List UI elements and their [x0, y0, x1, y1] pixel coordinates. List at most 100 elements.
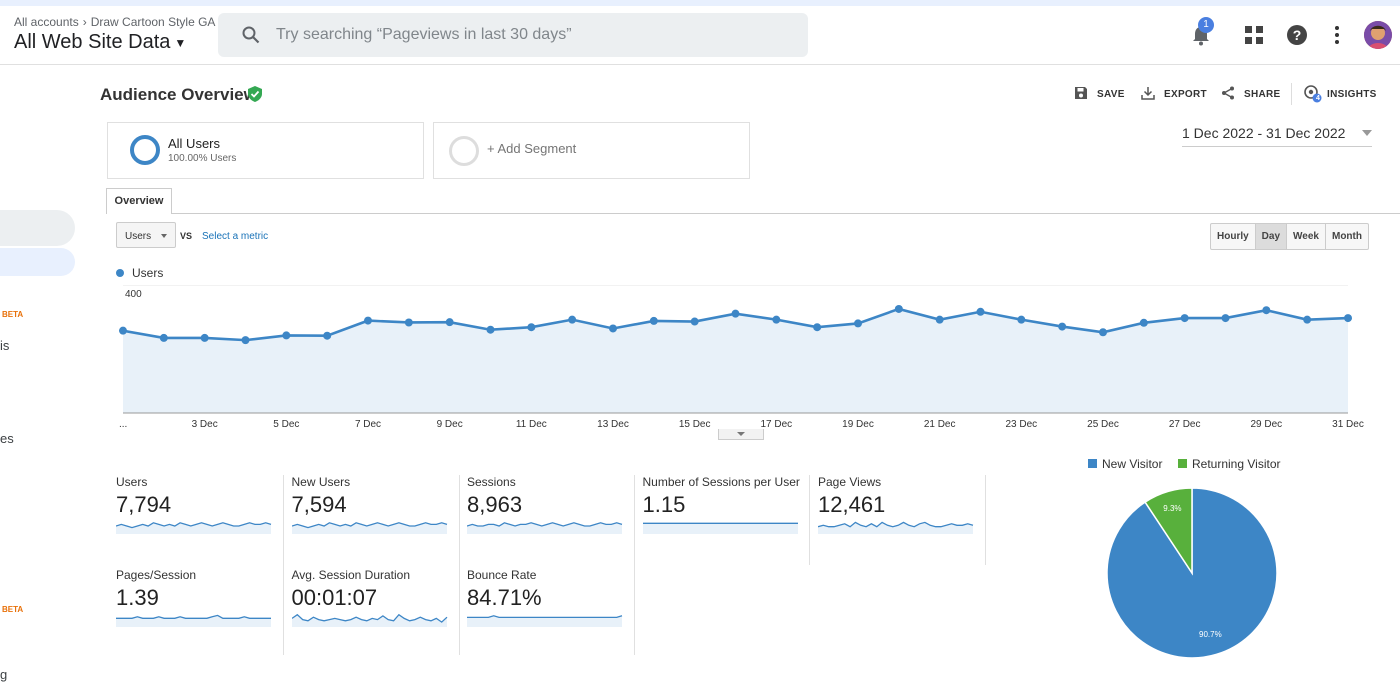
breadcrumb[interactable]: All accounts › Draw Cartoon Style GA [14, 15, 215, 29]
sidebar-item-selected[interactable] [0, 248, 75, 276]
date-range-label: 1 Dec 2022 - 31 Dec 2022 [1182, 125, 1346, 141]
data-point [894, 304, 903, 313]
property-selector[interactable]: All Web Site Data ▼ [14, 31, 186, 54]
metric-card[interactable]: Sessions 8,963 [449, 475, 623, 553]
insights-icon [1304, 85, 1322, 103]
empty-segment-ring-icon [449, 136, 479, 166]
metric-card[interactable]: New Users 7,594 [274, 475, 447, 553]
data-point [568, 315, 577, 324]
metric-sparkline [818, 521, 974, 534]
help-button[interactable]: ? [1285, 23, 1309, 47]
data-point [241, 336, 250, 345]
chart-collapse-handle[interactable] [718, 429, 764, 440]
x-tick-label: 29 Dec [1250, 419, 1282, 430]
metric-value: 7,794 [116, 492, 172, 517]
share-icon [1222, 86, 1234, 100]
add-segment-label: + Add Segment [487, 141, 577, 156]
metric-card[interactable]: Avg. Session Duration 00:01:07 [274, 568, 447, 646]
data-point [1099, 328, 1107, 337]
metric-sparkline [467, 615, 623, 627]
granularity-month[interactable]: Month [1331, 231, 1362, 242]
data-point [323, 331, 332, 340]
legend-swatch [1178, 459, 1187, 468]
apps-grid-icon [1245, 26, 1263, 44]
sparkline-line [818, 521, 974, 528]
segment-ring-icon [130, 135, 160, 165]
notification-badge: 1 [1198, 17, 1214, 33]
breadcrumb-account[interactable]: Draw Cartoon Style GA [90, 15, 216, 29]
metric-label: Users [116, 475, 148, 489]
data-point [1058, 322, 1067, 331]
data-point [935, 315, 944, 324]
chevron-right-icon: › [82, 15, 87, 29]
apps-button[interactable] [1242, 23, 1266, 47]
granularity-hourly[interactable]: Hourly [1211, 224, 1256, 249]
metric-label: Sessions [467, 475, 516, 489]
x-tick-label: 13 Dec [597, 419, 629, 430]
pie-legend-label: New Visitor [1102, 457, 1163, 471]
select-metric-link[interactable]: Select a metric [202, 231, 269, 242]
x-tick-label: 25 Dec [1087, 419, 1119, 430]
breadcrumb-root[interactable]: All accounts [14, 15, 79, 29]
visitor-pie-chart[interactable]: 90.7% 9.3% [1104, 485, 1280, 661]
pie-legend-label: Returning Visitor [1192, 457, 1281, 471]
card-divider [634, 565, 635, 655]
y-tick-label: 400 [125, 289, 142, 300]
sidebar-item-label[interactable]: g [0, 667, 8, 682]
metric-sparkline [291, 613, 447, 627]
users-area [123, 308, 1348, 413]
data-point [364, 316, 372, 325]
metric-card[interactable]: Bounce Rate 84.71% [449, 568, 623, 646]
metric-selector-value: Users [125, 231, 152, 242]
account-avatar[interactable] [1364, 21, 1392, 49]
sidebar-item-active[interactable] [0, 210, 75, 246]
tab-overview[interactable]: Overview [106, 188, 172, 214]
search-input[interactable] [276, 24, 776, 46]
granularity-day[interactable]: Day [1255, 224, 1288, 249]
main-content: Audience Overview SAVE EXPORT SHARE 4 IN… [98, 65, 1400, 680]
more-menu-button[interactable] [1325, 23, 1349, 47]
beta-badge: BETA [2, 605, 24, 614]
app-header: All accounts › Draw Cartoon Style GA All W… [0, 6, 1400, 65]
data-point [1344, 314, 1352, 323]
metric-value: 12,461 [818, 492, 886, 517]
metric-sparkline [467, 522, 623, 534]
x-tick-label: 7 Dec [355, 419, 381, 430]
metric-value: 7,594 [291, 492, 347, 517]
notifications-button[interactable]: 1 [1190, 17, 1214, 47]
x-tick-label: 27 Dec [1169, 419, 1201, 430]
sidebar-item-label[interactable]: es [0, 431, 14, 446]
metric-card[interactable]: Pages/Session 1.39 [98, 568, 271, 646]
sparkline-line [116, 614, 271, 619]
download-icon [1141, 87, 1155, 100]
data-point [854, 319, 862, 328]
granularity-toggle: Hourly Day Week Month [1210, 223, 1369, 250]
x-tick-label: 19 Dec [842, 419, 874, 430]
segment-name: All Users [168, 136, 221, 151]
metric-sparkline [642, 522, 798, 534]
sidebar-item-label[interactable]: is [0, 338, 10, 353]
data-point [1017, 315, 1026, 324]
metric-value: 8,963 [467, 492, 523, 517]
granularity-week[interactable]: Week [1287, 224, 1326, 249]
segment-all-users[interactable]: All Users 100.00% Users [107, 122, 424, 179]
date-range-picker[interactable]: 1 Dec 2022 - 31 Dec 2022 [1182, 125, 1372, 147]
search-bar[interactable] [218, 13, 808, 57]
vs-label: VS [180, 231, 193, 241]
sparkline-line [116, 522, 272, 529]
data-point [731, 309, 740, 318]
x-tick-label: 23 Dec [1005, 419, 1037, 430]
x-tick-label: 17 Dec [760, 419, 792, 430]
sparkline-area [467, 615, 622, 627]
sparkline-area [291, 614, 447, 627]
metric-sparkline [291, 522, 447, 534]
metric-card[interactable]: Number of Sessions per User 1.15 [625, 475, 800, 553]
add-segment-button[interactable]: + Add Segment [433, 122, 750, 179]
metric-label: Bounce Rate [467, 568, 537, 582]
metric-card[interactable]: Page Views 12,461 [800, 475, 974, 553]
data-point [1303, 315, 1312, 324]
metric-selector[interactable]: Users [116, 222, 176, 248]
metric-card[interactable]: Users 7,794 [98, 475, 272, 553]
data-point [649, 316, 658, 325]
